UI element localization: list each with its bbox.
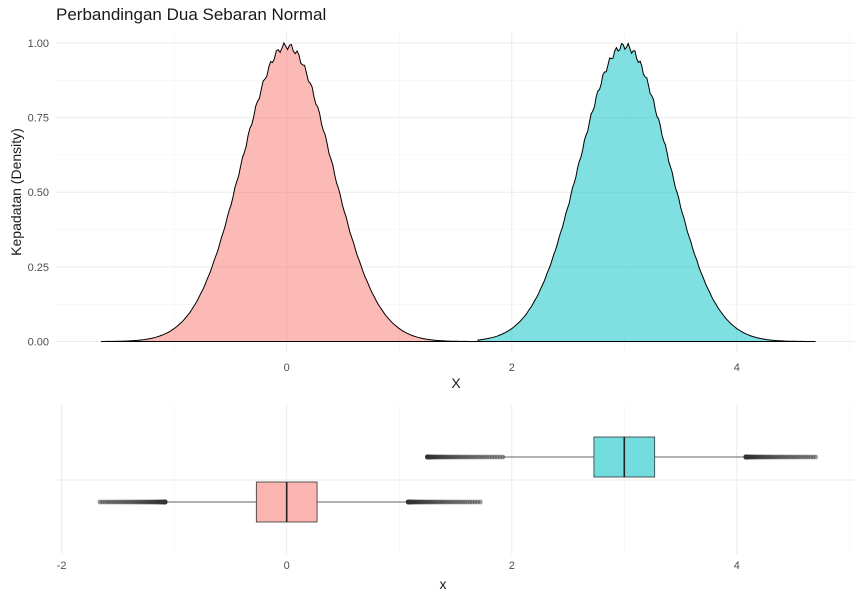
boxplot-x-axis-title: x: [440, 576, 447, 592]
density-y-tick-label: 0.25: [28, 262, 49, 274]
boxplot-grid: [56, 405, 855, 554]
boxplot-outlier-point: [477, 499, 483, 505]
density-y-tick-label: 0.75: [28, 113, 49, 125]
boxplot-x-ticks: -2 0 2 4: [57, 560, 740, 572]
boxplot-x-tick-label: 4: [734, 560, 740, 572]
density-y-tick-label: 1.00: [28, 38, 49, 50]
density-y-ticks: 0.00 0.25 0.50 0.75 1.00: [28, 38, 49, 349]
boxplot-x-tick-label: 2: [509, 560, 515, 572]
density-x-tick-label: 0: [284, 362, 290, 374]
density-areas: [101, 41, 816, 342]
density-area-2: [477, 42, 816, 342]
density-area-1: [101, 41, 478, 342]
boxplot-x-tick-label: 0: [284, 560, 290, 572]
boxplot-outlier-point: [813, 454, 818, 460]
density-x-axis-title: X: [451, 375, 461, 391]
chart-title: Perbandingan Dua Sebaran Normal: [56, 5, 327, 24]
boxplot-panel: -2 0 2 4 x: [56, 405, 855, 592]
boxplot-boxes: [97, 436, 818, 523]
boxplot-outlier-point: [97, 499, 103, 505]
density-x-tick-label: 2: [509, 362, 515, 374]
density-panel: 0.00 0.25 0.50 0.75 1.00 0 2 4 X Kepadatan (De…: [8, 31, 855, 391]
density-y-tick-label: 0.50: [28, 187, 49, 199]
density-x-ticks: 0 2 4: [284, 362, 740, 374]
density-x-tick-label: 4: [734, 362, 740, 374]
boxplot-x-tick-label: -2: [57, 560, 67, 572]
density-y-axis-title: Kepadatan (Density): [8, 128, 24, 256]
density-grid: [56, 31, 855, 352]
density-y-tick-label: 0.00: [28, 337, 49, 349]
